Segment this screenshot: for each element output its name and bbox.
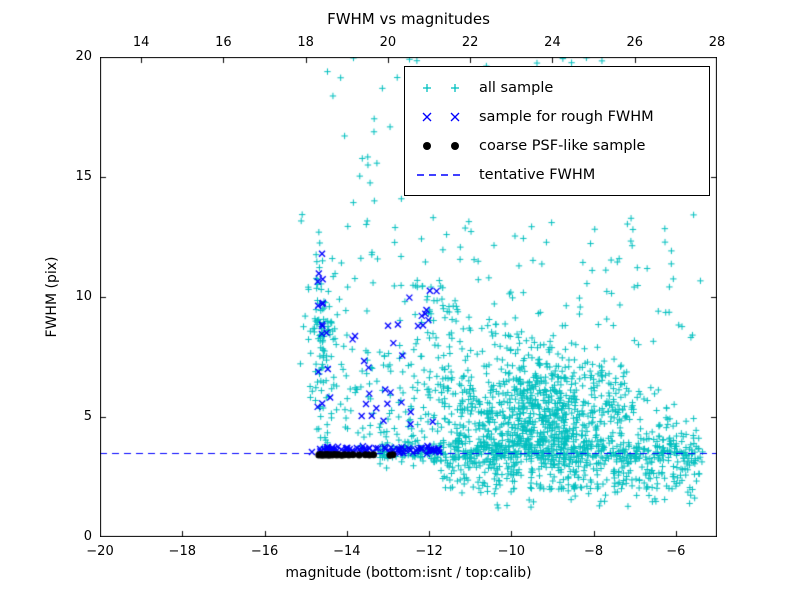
dashed-marker-icon: [417, 173, 465, 176]
y-tick-label: 20: [75, 49, 92, 64]
legend-label: coarse PSF-like sample: [479, 137, 646, 154]
x-tick-label: −20: [86, 544, 114, 559]
legend-item: coarse PSF-like sample: [413, 131, 699, 160]
top-tick-label: 22: [461, 35, 479, 50]
top-tick-label: 16: [215, 35, 232, 50]
x-tick-label: −14: [333, 544, 361, 559]
top-tick-label: 24: [544, 35, 561, 50]
legend-label: tentative FWHM: [479, 166, 596, 183]
x-tick-label: −10: [497, 544, 526, 559]
legend: all sample sample for rough FWHM coarse PS…: [404, 66, 710, 196]
x-tick-label: −18: [168, 544, 196, 559]
y-tick-label: 5: [83, 409, 92, 424]
dot-marker-icon: [423, 141, 459, 150]
legend-label: all sample: [479, 79, 554, 96]
x-marker-icon: [422, 112, 460, 121]
y-tick-label: 15: [75, 169, 92, 184]
y-tick-label: 0: [83, 529, 92, 544]
legend-item: tentative FWHM: [413, 160, 699, 189]
x-tick-label: −8: [584, 544, 604, 559]
top-tick-label: 18: [297, 35, 314, 50]
x-tick-label: −6: [666, 544, 686, 559]
x-axis-label: magnitude (bottom:isnt / top:calib): [285, 565, 532, 581]
top-tick-label: 26: [626, 35, 643, 50]
legend-item: sample for rough FWHM: [413, 102, 699, 131]
top-tick-label: 20: [379, 35, 397, 50]
y-tick-label: 10: [75, 289, 92, 304]
plus-marker-icon: [423, 83, 459, 92]
x-tick-label: −12: [415, 544, 443, 559]
top-tick-label: 28: [708, 35, 726, 50]
x-tick-label: −16: [250, 544, 279, 559]
top-tick-label: 14: [132, 35, 150, 50]
legend-item: all sample: [413, 73, 699, 102]
chart-title: FWHM vs magnitudes: [327, 10, 490, 28]
legend-label: sample for rough FWHM: [479, 108, 654, 125]
